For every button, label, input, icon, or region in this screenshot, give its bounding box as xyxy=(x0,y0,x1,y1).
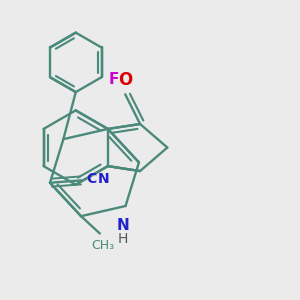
Text: O: O xyxy=(118,71,132,89)
Text: N: N xyxy=(117,218,129,233)
Text: H: H xyxy=(118,232,128,246)
Text: N: N xyxy=(98,172,110,186)
Text: C: C xyxy=(86,172,96,186)
Text: F: F xyxy=(109,72,119,87)
Text: CH₃: CH₃ xyxy=(91,239,114,253)
